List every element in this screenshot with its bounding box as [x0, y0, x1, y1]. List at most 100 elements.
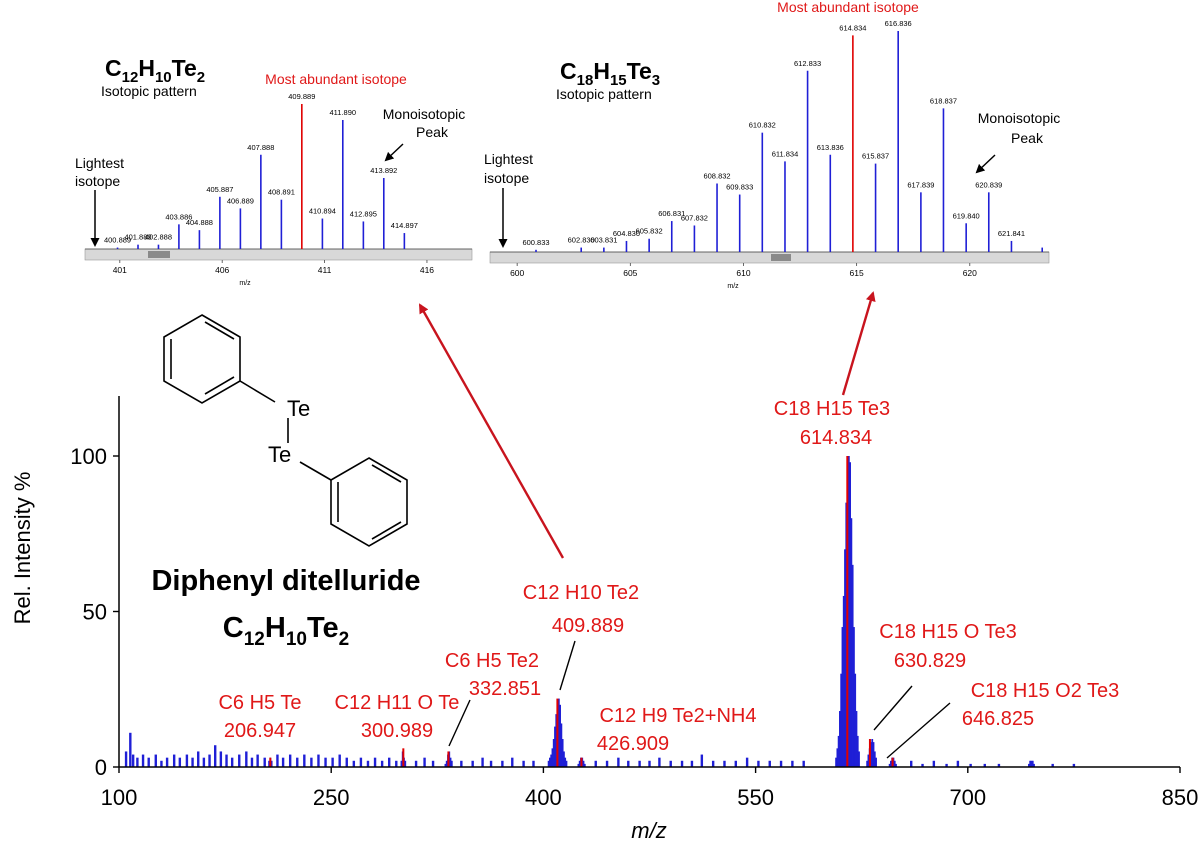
- cluster-2-peak-7: [875, 757, 877, 767]
- inset1-peak-label-7: 407.888: [247, 143, 274, 152]
- cluster-3-peak-5: [895, 763, 897, 767]
- cluster-1-peak-5: [841, 627, 844, 767]
- inset2-peak-label-13: 614.834: [839, 23, 866, 32]
- inset2-tick-label-0: 600: [510, 268, 524, 278]
- noise-peak-3: [136, 757, 139, 767]
- inset2-peak-label-6: 607.832: [681, 213, 708, 222]
- noise-peak-47: [471, 760, 474, 767]
- inset2-tick-label-4: 620: [963, 268, 977, 278]
- main-spectrum-chart: 100 250 400 550 700 850 0 50 100 m/z Rel. Inten…: [10, 291, 1198, 843]
- y-tick-label-1: 50: [83, 600, 107, 625]
- annotation-c6h5te2-formula: C6 H5 Te2: [445, 650, 539, 672]
- cluster-0-peak-5: [554, 726, 556, 767]
- x-ticks: 100 250 400 550 700 850: [101, 767, 1198, 810]
- cluster-0-peak-8: [557, 698, 560, 767]
- cluster-2-peak-5: [872, 742, 875, 767]
- inset1-peak-label-6: 406.889: [227, 196, 254, 205]
- inset2-peak-label-2: 603.831: [590, 236, 617, 245]
- noise-peak-35: [345, 757, 348, 767]
- cluster-0-peak-14: [565, 760, 568, 767]
- noise-peak-55: [605, 760, 609, 767]
- noise-peak-28: [296, 757, 299, 767]
- inset1-peak-label-5: 405.887: [206, 185, 233, 194]
- inset1-mono-label-2: Peak: [416, 124, 449, 140]
- noise-peak-76: [932, 760, 936, 767]
- cluster-4-peak-5: [583, 763, 586, 767]
- noise-peak-70: [768, 760, 771, 767]
- noise-peak-81: [997, 763, 1001, 767]
- inset2-mono-label-1: Monoisotopic: [978, 110, 1061, 126]
- labeled-peak-6: [868, 739, 871, 767]
- y-tick-label-0: 0: [95, 755, 107, 780]
- noise-peak-32: [324, 757, 327, 767]
- arrow-to-inset-1: [418, 303, 565, 559]
- noise-peak-37: [359, 757, 363, 767]
- cluster-0-peak-11: [561, 739, 564, 767]
- cluster-2-peak-1: [867, 754, 870, 767]
- noise-peak-62: [680, 760, 684, 767]
- labeled-peak-0: [269, 757, 272, 767]
- noise-peak-77: [945, 763, 948, 767]
- noise-peak-14: [202, 757, 206, 767]
- compound-name: Diphenyl ditelluride: [151, 565, 420, 597]
- noise-peak-71: [779, 760, 783, 767]
- cluster-1-peak-0: [835, 757, 837, 767]
- noise-peak-0: [124, 751, 128, 767]
- cluster-2-peak-0: [866, 760, 869, 767]
- inset2-peak-label-20: 621.841: [998, 229, 1025, 238]
- noise-peak-54: [594, 760, 597, 767]
- inset1-tick-label-3: 416: [420, 265, 434, 275]
- inset1-peak-label-4: 404.888: [186, 218, 213, 227]
- cluster-1-peak-7: [844, 549, 846, 767]
- inset2-x-axis-label: m/z: [727, 283, 739, 290]
- noise-peak-59: [648, 760, 651, 767]
- cluster-1-peak-2: [837, 735, 840, 767]
- cluster-0-peak-3: [551, 748, 554, 767]
- inset1-mono-label-1: Monoisotopic: [383, 106, 466, 122]
- noise-peak-5: [147, 757, 150, 767]
- x-tick-label-0: 100: [101, 785, 138, 810]
- cluster-6-peak-0: [400, 760, 403, 767]
- noise-peak-61: [669, 760, 672, 767]
- noise-peak-72: [791, 760, 794, 767]
- noise-peak-19: [230, 757, 234, 767]
- noise-peak-17: [219, 751, 223, 767]
- noise-peak-83: [1072, 763, 1076, 767]
- labeled-peak-7: [891, 757, 894, 767]
- noise-peak-34: [338, 754, 341, 767]
- cluster-1-peak-14: [853, 627, 855, 767]
- labeled-peak-2: [447, 751, 450, 767]
- cluster-0-peak-2: [550, 754, 553, 767]
- inset2-mono-arrow: [975, 154, 996, 174]
- inset2-tick-label-1: 605: [623, 268, 637, 278]
- inset2-peak-label-11: 612.833: [794, 59, 821, 68]
- cluster-3-peak-0: [888, 763, 891, 767]
- inset2-peak-label-3: 604.830: [613, 229, 640, 238]
- noise-peak-60: [658, 757, 661, 767]
- noise-peak-25: [276, 754, 279, 767]
- inset1-tick-label-0: 401: [113, 265, 127, 275]
- noise-peak-80: [983, 763, 986, 767]
- inset1-lightest-label-2: isotope: [75, 173, 120, 189]
- noise-peak-24: [263, 757, 266, 767]
- cluster-1-peak-16: [855, 711, 858, 767]
- noise-peak-48: [481, 757, 484, 767]
- inset2-peak-label-10: 611.834: [772, 149, 799, 158]
- inset1-peak-label-1: 401.889: [124, 233, 151, 242]
- cluster-3-peak-4: [893, 760, 896, 767]
- annotation-c12h11ote-formula: C12 H11 O Te: [335, 692, 460, 714]
- cluster-7-peak-2: [270, 760, 273, 767]
- inset2-peak-label-12: 613.836: [817, 143, 844, 152]
- noise-peak-12: [191, 757, 194, 767]
- noise-peak-31: [317, 754, 320, 767]
- inset1-subtitle: Isotopic pattern: [101, 83, 197, 99]
- inset2-peak-label-4: 605.832: [636, 227, 663, 236]
- labeled-peak-1: [402, 748, 405, 767]
- noise-peak-6: [154, 754, 157, 767]
- annotation-leader-lines: [448, 640, 951, 759]
- molecule-structure: [163, 314, 408, 547]
- inset2-peak-label-7: 608.832: [703, 171, 730, 180]
- cluster-1-peak-8: [845, 502, 848, 767]
- annotation-c18h15ote3-mass: 630.829: [894, 650, 966, 672]
